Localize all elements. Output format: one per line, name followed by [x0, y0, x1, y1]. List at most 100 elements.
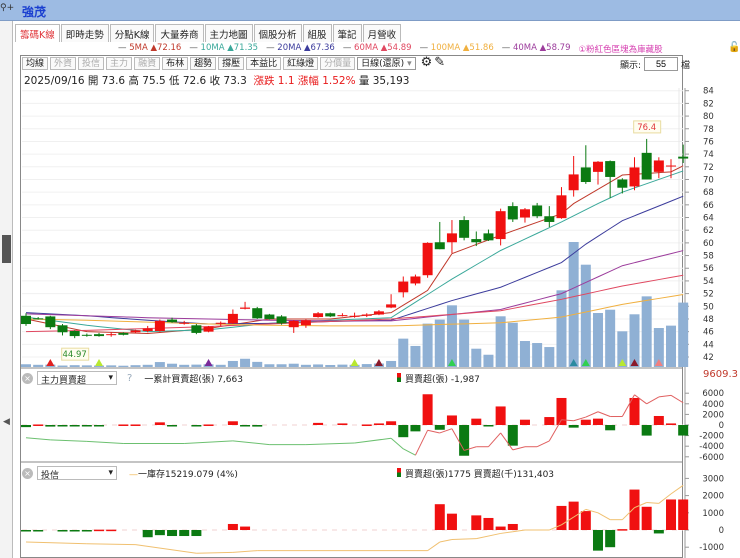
net-bar [167, 425, 178, 427]
tab-5[interactable]: 個股分析 [253, 24, 302, 42]
cumulative-line-segment [500, 531, 513, 534]
toolbar-button-7[interactable]: 撐壓 [218, 57, 245, 70]
signal-marker [447, 359, 456, 366]
net-bar [434, 425, 445, 430]
signal-marker [581, 359, 590, 366]
y-tick-label: 50 [703, 302, 714, 312]
help-icon[interactable]: ? [127, 372, 133, 384]
net-bar [94, 529, 105, 532]
candle-body [507, 206, 518, 220]
legend-cumulative: 一累計買賣超(張) 7,663 [144, 374, 243, 385]
settings-gear-icon[interactable]: ⚙ [420, 55, 433, 70]
net-bar [653, 530, 664, 534]
volume-bar [94, 365, 105, 367]
cumulative-line-segment [427, 541, 441, 552]
cumulative-line-segment [670, 484, 684, 495]
net-bar [252, 425, 263, 427]
cumulative-line-segment [25, 437, 51, 441]
plus-icon[interactable]: + [6, 3, 15, 13]
candle-body [361, 314, 372, 316]
volume-bar [446, 305, 457, 367]
close-panel-icon[interactable]: × [22, 372, 33, 384]
toolbar-button-0[interactable]: 均線 [22, 57, 49, 70]
toolbar-button-8[interactable]: 本益比 [246, 57, 282, 70]
chevron-down-icon: ▾ [108, 468, 113, 478]
indicator-select[interactable]: 主力買賣超 ▾ [37, 371, 117, 386]
toolbar-button-5[interactable]: 布林 [162, 57, 189, 70]
net-bar [69, 530, 80, 532]
net-bar [483, 425, 494, 427]
cumulative-line-segment [25, 541, 87, 545]
ma-label: 20MA [277, 43, 302, 53]
net-bar [483, 517, 494, 530]
net-bar [398, 425, 409, 438]
sidebar-scroll-handle[interactable] [2, 235, 11, 263]
cumulative-line-segment [390, 437, 404, 450]
net-bar [45, 425, 56, 427]
search-add-icons[interactable]: ⚲ + [0, 3, 19, 13]
candle-body [179, 322, 190, 324]
search-icon[interactable]: ⚲ [0, 3, 7, 13]
net-bar [240, 526, 251, 530]
volume-bar [678, 302, 689, 367]
buyback-notice[interactable]: ①粉紅色區塊為庫藏股 [578, 45, 663, 55]
info-pct: 漲幅 1.52% [297, 75, 356, 87]
candle-body [629, 167, 640, 187]
y-tick-label: 48 [703, 315, 714, 325]
candle-body [300, 320, 311, 326]
indicator-select[interactable]: 投信 ▾ [37, 466, 117, 481]
net-bar [373, 423, 384, 425]
candle-body [495, 211, 506, 240]
tab-1[interactable]: 即時走勢 [60, 24, 109, 42]
draw-pen-icon[interactable]: ✎ [434, 55, 446, 70]
y-tick-label: 0 [719, 526, 724, 536]
tab-6[interactable]: 組股 [302, 24, 332, 42]
net-bar [142, 530, 153, 538]
tab-8[interactable]: 月營收 [362, 24, 402, 42]
candle-body [21, 315, 31, 325]
net-bar [240, 425, 251, 427]
tab-3[interactable]: 大量券商 [155, 24, 204, 42]
volume-bar [118, 365, 129, 367]
toolbar-button-4[interactable]: 融資 [134, 57, 161, 70]
y-tick-label: 62 [703, 226, 714, 236]
y-tick-label: 80 [703, 112, 714, 122]
signal-marker [569, 359, 578, 366]
lock-icon[interactable]: 🔓 [728, 42, 740, 53]
cumulative-line-segment [439, 428, 453, 434]
tab-2[interactable]: 分點K線 [109, 24, 155, 42]
toolbar-button-2[interactable]: 投信 [78, 57, 105, 70]
tab-7[interactable]: 筆記 [332, 24, 362, 42]
toolbar-button-6[interactable]: 趨勢 [190, 57, 217, 70]
collapse-arrow-icon[interactable]: ◀ [3, 417, 10, 427]
net-bar [94, 425, 105, 427]
close-panel-icon[interactable]: × [22, 467, 33, 479]
volume-bar [544, 347, 555, 367]
toolbar-button-1[interactable]: 外資 [50, 57, 77, 70]
toolbar-button-3[interactable]: 主力 [106, 57, 133, 70]
cumulative-line-segment [646, 501, 659, 504]
period-select[interactable]: 日線(還原) ▾ [357, 57, 416, 70]
toolbar-button-9[interactable]: 紅綠燈 [283, 57, 319, 70]
cumulative-line-segment [512, 529, 526, 533]
cumulative-line-segment [86, 440, 124, 445]
y-tick-label: 54 [703, 277, 714, 287]
y-tick-label: 66 [703, 201, 714, 211]
candle-body [349, 315, 360, 317]
candle-body [33, 318, 44, 320]
tab-4[interactable]: 主力地圖 [204, 24, 253, 42]
tab-0[interactable]: 籌碼K線 [15, 24, 60, 42]
cumulative-line-segment [439, 538, 453, 543]
candle-body [678, 156, 689, 159]
net-bar [167, 530, 178, 537]
net-bar [580, 419, 591, 425]
net-bar [33, 424, 44, 426]
y-tick-label: 68 [703, 188, 714, 198]
net-bar [519, 419, 530, 425]
volume-bar [252, 361, 263, 367]
y-tick-label: 46 [703, 328, 714, 338]
cumulative-line-segment [196, 551, 233, 554]
display-count-input[interactable] [644, 57, 679, 71]
toolbar-button-10[interactable]: 分價量 [320, 57, 356, 70]
cumulative-line-segment [135, 544, 197, 554]
